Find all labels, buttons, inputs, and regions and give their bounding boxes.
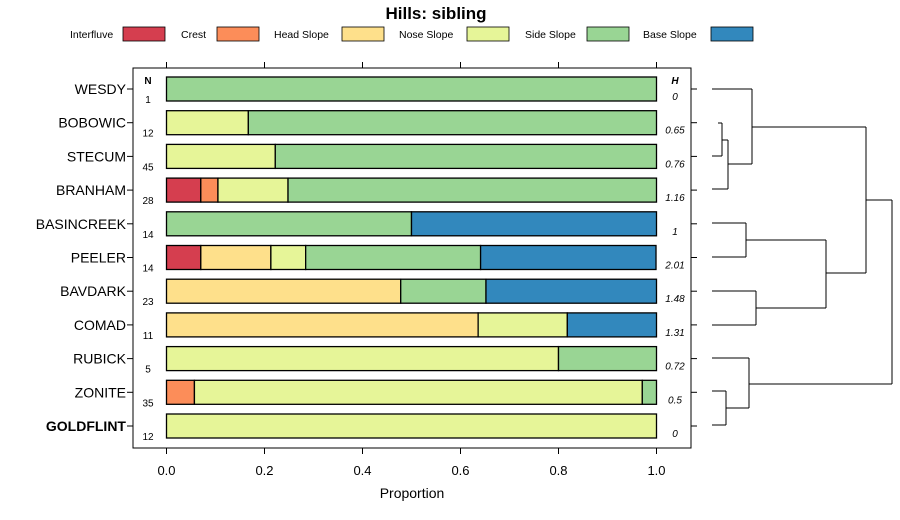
row-label: PEELER [71, 250, 126, 266]
n-value: 28 [142, 196, 154, 207]
legend-swatch [466, 26, 510, 42]
bar-segment-head-slope [165, 312, 479, 338]
bar-segment-nose-slope [165, 345, 560, 372]
row-labels: WESDY BOBOWIC STECUM BRANHAM BASINCREEK PEELE… [36, 81, 127, 434]
bar-segment-nose-slope [477, 312, 568, 338]
bar-segment-side-slope [641, 379, 658, 405]
n-value: 5 [145, 365, 151, 376]
bar-segment-side-slope [287, 177, 658, 203]
row-label: BOBOWIC [58, 115, 126, 131]
h-value: 0 [672, 429, 678, 440]
h-value: 0.72 [665, 362, 685, 373]
bar-segment-nose-slope [165, 413, 658, 439]
x-tick-label: 1.0 [647, 463, 665, 478]
bar-segment-nose-slope [270, 244, 307, 271]
x-tick-label: 0.4 [353, 463, 371, 478]
row-label: STECUM [67, 148, 126, 164]
row-label: WESDY [75, 81, 127, 97]
n-value: 35 [142, 398, 154, 409]
h-value: 2.01 [664, 261, 684, 272]
bar-segment-base-slope [566, 312, 658, 338]
bar-segment-nose-slope [217, 177, 289, 203]
bar-segment-side-slope [400, 278, 487, 304]
bar-segment-side-slope [274, 143, 658, 170]
bar-segment-head-slope [165, 278, 402, 304]
bar-segment-base-slope [479, 244, 657, 271]
h-column: H 0 0.65 0.76 1.16 1 2.01 1.48 1.31 0.72 0.5 0 [664, 76, 685, 440]
h-value: 1 [672, 227, 678, 238]
legend-swatch [216, 26, 260, 42]
bar-segment-nose-slope [165, 110, 249, 136]
legend-label: Nose Slope [399, 29, 453, 41]
h-header: H [671, 76, 679, 87]
bar-segment-base-slope [485, 278, 658, 304]
legend-label: Head Slope [274, 29, 329, 41]
chart-title: Hills: sibling [385, 4, 486, 23]
h-value: 1.48 [665, 294, 685, 305]
row-label: BRANHAM [56, 182, 126, 198]
n-value: 45 [142, 162, 154, 173]
row-label: BASINCREEK [36, 216, 127, 232]
n-column: N 1 12 45 28 14 14 23 11 5 35 12 [142, 76, 154, 443]
n-value: 12 [142, 129, 154, 140]
h-value: 1.16 [665, 193, 685, 204]
bar-segment-side-slope [165, 76, 658, 102]
legend-label: Crest [181, 29, 206, 41]
bars-group [165, 76, 658, 439]
x-tick-label: 0.6 [451, 463, 469, 478]
n-value: 1 [145, 95, 151, 106]
row-label: ZONITE [75, 384, 126, 400]
legend-label: Base Slope [643, 29, 697, 41]
n-value: 11 [143, 331, 154, 342]
bar-segment-side-slope [557, 345, 658, 372]
x-tick-label: 0.0 [157, 463, 175, 478]
n-value: 23 [142, 297, 154, 308]
legend-label: Side Slope [525, 29, 576, 41]
row-label: GOLDFLINT [46, 418, 127, 434]
h-value: 0.65 [665, 126, 685, 137]
n-value: 14 [142, 264, 154, 275]
plot-frame [132, 67, 692, 449]
bar-segment-crest [165, 379, 196, 405]
legend-swatch [341, 26, 385, 42]
legend-swatch [122, 26, 166, 42]
row-label: COMAD [74, 317, 126, 333]
x-axis-title: Proportion [380, 485, 445, 501]
legend-swatch [710, 26, 754, 42]
x-tick-label: 0.8 [549, 463, 567, 478]
row-label: RUBICK [73, 351, 127, 367]
bar-segment-head-slope [200, 244, 272, 271]
x-tick-label: 0.2 [255, 463, 273, 478]
n-value: 12 [142, 432, 154, 443]
n-value: 14 [142, 230, 154, 241]
n-header: N [144, 76, 151, 87]
bar-segment-interfluve [165, 244, 202, 271]
h-value: 1.31 [665, 328, 684, 339]
legend-swatch [586, 26, 630, 42]
bar-segment-base-slope [410, 211, 658, 237]
dendrogram [712, 88, 893, 426]
row-label: BAVDARK [60, 283, 127, 299]
bar-segment-crest [200, 177, 219, 203]
h-value: 0 [672, 92, 678, 103]
bar-segment-interfluve [165, 177, 202, 203]
bar-segment-side-slope [165, 211, 413, 237]
bar-segment-side-slope [305, 244, 482, 271]
bar-segment-nose-slope [165, 143, 276, 170]
x-axis: 0.0 0.2 0.4 0.6 0.8 1.0 [127, 62, 697, 478]
legend: Interfluve Crest Head Slope Nose Slope Side … [70, 26, 754, 42]
h-value: 0.76 [665, 159, 685, 170]
legend-label: Interfluve [70, 29, 113, 41]
bar-segment-side-slope [247, 110, 658, 136]
h-value: 0.5 [668, 395, 682, 406]
bar-segment-nose-slope [193, 379, 643, 405]
